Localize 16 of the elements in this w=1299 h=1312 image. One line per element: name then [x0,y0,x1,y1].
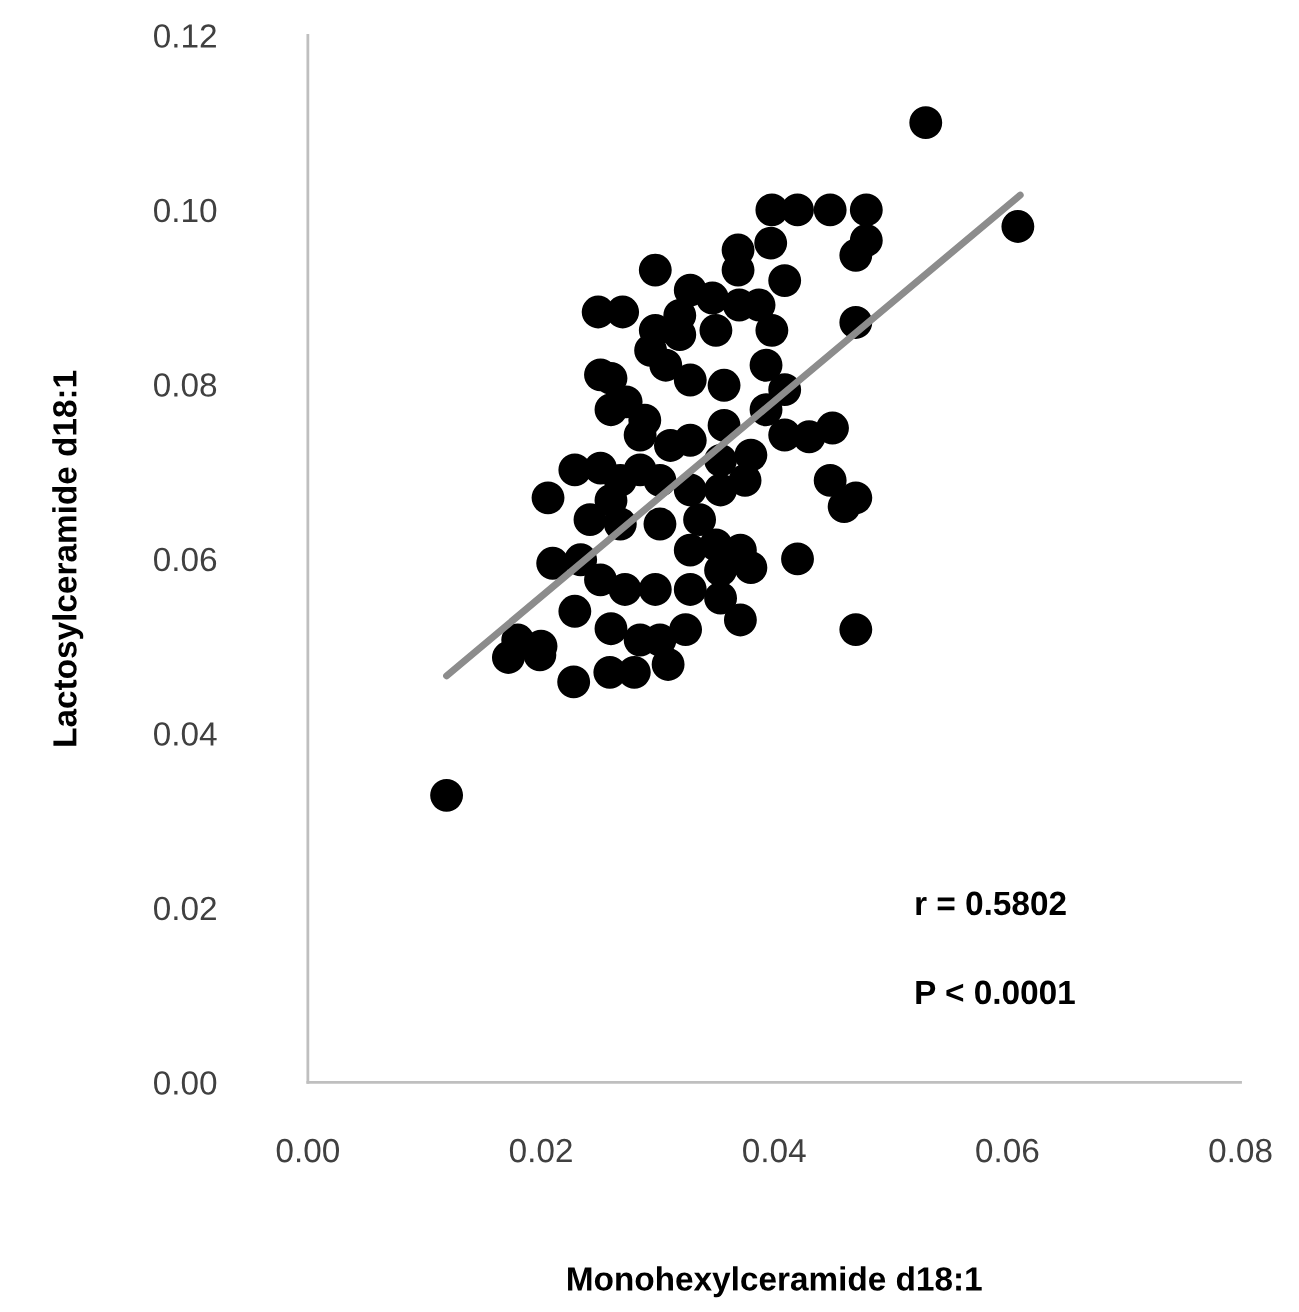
x-tick-label: 0.08 [1209,1138,1272,1163]
y-tick-label: 0.12 [154,24,216,48]
x-tick-label: 0.02 [509,1138,572,1163]
y-tick-label: 0.06 [154,547,217,572]
y-axis-title: Lactosylceramide d18:1 [52,370,84,746]
x-axis-title: Monohexylceramide d18:1 [568,1266,982,1298]
y-tick-label: 0.08 [154,373,217,397]
y-tick-label: 0.00 [154,1071,217,1095]
annotation: P < 0.0001 [916,980,1075,1005]
x-tick-label: 0.00 [276,1138,339,1163]
x-tick-label: 0.04 [743,1138,806,1163]
x-tick-label: 0.06 [976,1138,1039,1163]
y-tick-label: 0.02 [154,896,216,921]
y-tick-label: 0.04 [154,722,217,746]
y-tick-label: 0.10 [154,198,217,223]
annotation: r = 0.5802 [916,891,1066,916]
